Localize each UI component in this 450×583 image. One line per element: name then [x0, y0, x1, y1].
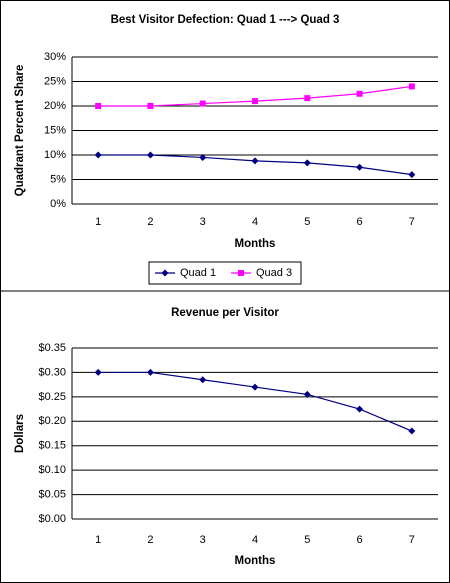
chart-title: Revenue per Visitor	[171, 307, 279, 319]
x-tick-label: 4	[252, 534, 258, 546]
x-tick-label: 1	[95, 216, 101, 228]
data-point	[251, 383, 259, 391]
y-tick-label: $0.25	[38, 391, 66, 403]
x-tick-label: 5	[304, 216, 310, 228]
data-point	[95, 103, 102, 109]
y-tick-label: $0.05	[38, 488, 66, 500]
y-tick-label: $0.10	[38, 464, 66, 476]
x-tick-label: 3	[200, 216, 206, 228]
data-point	[408, 171, 416, 179]
y-tick-label: $0.00	[38, 513, 66, 525]
y-tick-label: $0.35	[38, 342, 66, 354]
y-tick-label: 5%	[50, 173, 66, 185]
data-point	[199, 153, 207, 161]
y-tick-label: $0.15	[38, 440, 66, 452]
data-point	[94, 368, 102, 376]
data-point	[146, 368, 154, 376]
chart-title: Best Visitor Defection: Quad 1 ---> Quad…	[111, 14, 340, 26]
x-tick-label: 3	[200, 534, 206, 546]
data-point	[252, 98, 258, 105]
x-tick-label: 7	[409, 534, 415, 546]
legend-box	[148, 261, 302, 285]
y-tick-label: $0.30	[38, 366, 66, 378]
data-point	[199, 100, 206, 107]
legend-marker	[161, 269, 169, 277]
x-axis-title: Months	[235, 238, 276, 250]
data-point	[303, 159, 311, 167]
data-point	[199, 376, 207, 384]
x-tick-label: 6	[357, 216, 363, 228]
y-axis-title: Dollars	[14, 414, 26, 453]
y-tick-label: 20%	[44, 100, 66, 112]
data-point	[356, 405, 364, 413]
x-tick-label: 2	[147, 534, 153, 546]
data-point	[408, 427, 416, 435]
x-tick-label: 5	[304, 534, 310, 546]
data-point	[303, 390, 311, 398]
data-point	[146, 151, 154, 159]
data-point	[408, 83, 415, 90]
y-tick-label: 10%	[44, 149, 66, 161]
x-tick-label: 1	[95, 534, 101, 546]
y-tick-label: 25%	[44, 75, 66, 87]
y-tick-label: $0.20	[38, 415, 66, 427]
x-tick-label: 6	[357, 534, 363, 546]
y-tick-label: 15%	[44, 124, 66, 136]
y-tick-label: 30%	[44, 51, 66, 63]
x-axis-title: Months	[235, 555, 276, 567]
data-point	[356, 163, 364, 171]
data-point	[304, 95, 311, 102]
data-point	[147, 103, 154, 109]
x-tick-label: 7	[409, 216, 415, 228]
legend-marker	[238, 270, 244, 276]
x-tick-label: 2	[147, 216, 153, 228]
data-point	[251, 157, 259, 165]
data-point	[94, 151, 102, 159]
data-point	[356, 90, 363, 97]
y-axis-title: Quadrant Percent Share	[14, 65, 26, 197]
legend-label: Quad 3	[256, 267, 292, 279]
legend-label: Quad 1	[180, 267, 216, 279]
x-tick-label: 4	[252, 216, 258, 228]
y-tick-label: 0%	[50, 198, 66, 210]
